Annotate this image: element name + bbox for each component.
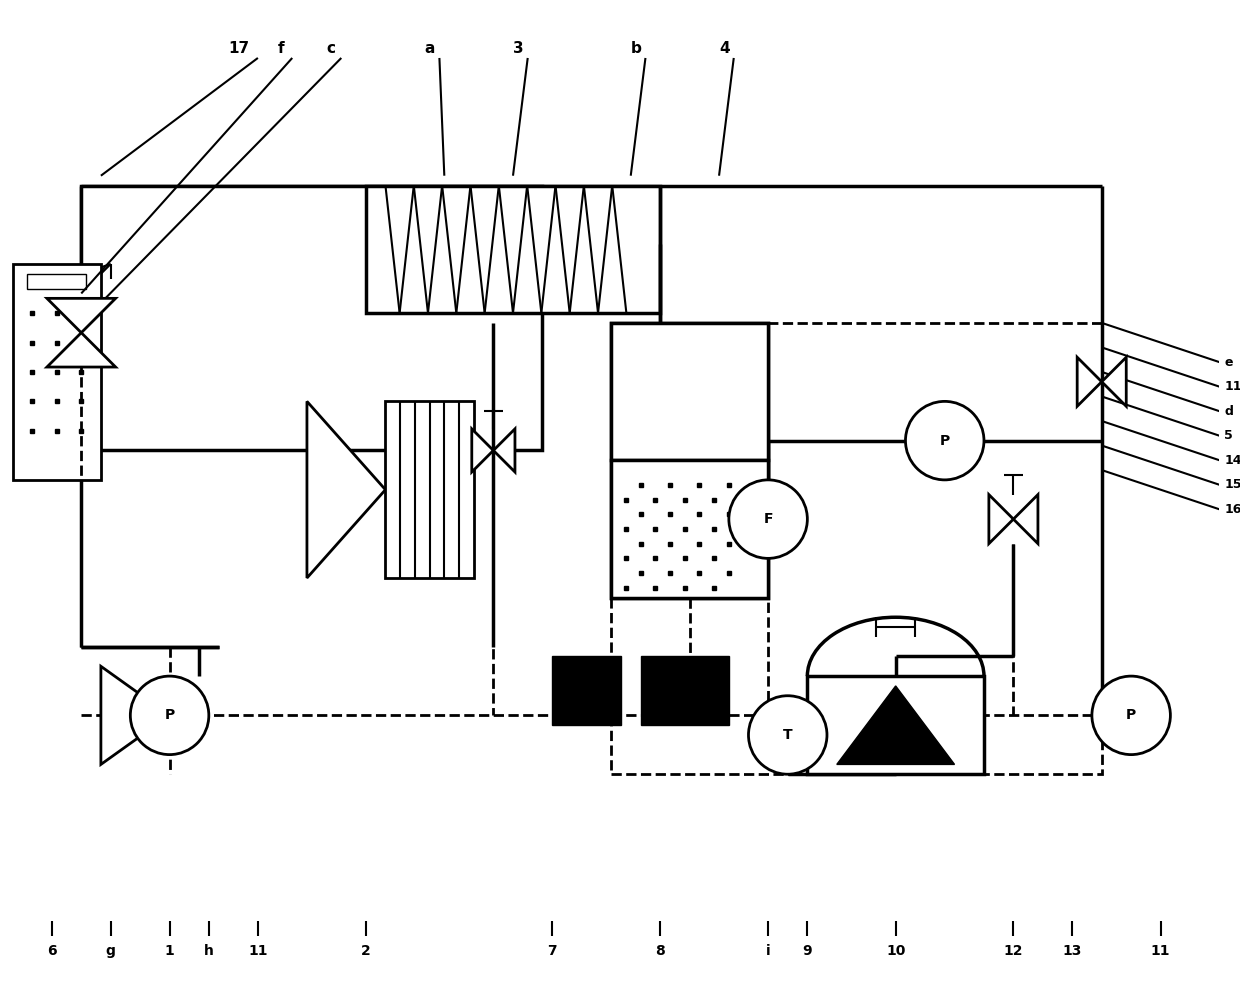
Text: 11: 11 xyxy=(1224,381,1240,394)
Bar xyxy=(386,402,474,578)
Text: a: a xyxy=(424,41,435,56)
Text: 9: 9 xyxy=(802,944,812,958)
Text: P: P xyxy=(165,708,175,722)
Text: 17: 17 xyxy=(228,41,249,56)
Text: 11: 11 xyxy=(248,944,268,958)
Circle shape xyxy=(130,676,208,754)
Text: 6: 6 xyxy=(47,944,57,958)
Text: 1: 1 xyxy=(165,944,175,958)
Text: g: g xyxy=(105,944,115,958)
Text: 4: 4 xyxy=(719,41,729,56)
Polygon shape xyxy=(837,686,955,764)
Bar xyxy=(611,323,1101,774)
Text: 10: 10 xyxy=(885,944,905,958)
Text: P: P xyxy=(1126,708,1136,722)
Text: 5: 5 xyxy=(1224,430,1233,443)
Text: 13: 13 xyxy=(1063,944,1083,958)
Text: 12: 12 xyxy=(1003,944,1023,958)
Circle shape xyxy=(729,480,807,558)
Text: 15: 15 xyxy=(1224,479,1240,492)
Bar xyxy=(611,323,768,461)
Bar xyxy=(641,656,729,725)
Polygon shape xyxy=(47,333,115,367)
Text: 2: 2 xyxy=(361,944,371,958)
Text: 8: 8 xyxy=(655,944,665,958)
Bar xyxy=(611,323,768,461)
Text: 14: 14 xyxy=(1224,454,1240,467)
Text: d: d xyxy=(1224,405,1234,418)
Text: i: i xyxy=(766,944,770,958)
Polygon shape xyxy=(100,666,170,764)
Polygon shape xyxy=(494,429,515,472)
Bar xyxy=(12,264,100,480)
Bar xyxy=(611,461,768,597)
Polygon shape xyxy=(1101,358,1126,407)
Polygon shape xyxy=(471,429,494,472)
Circle shape xyxy=(1092,676,1171,754)
Text: c: c xyxy=(326,41,336,56)
Polygon shape xyxy=(1013,495,1038,543)
Bar xyxy=(366,186,660,313)
Text: f: f xyxy=(278,41,284,56)
Circle shape xyxy=(749,695,827,774)
Text: 7: 7 xyxy=(547,944,557,958)
Bar xyxy=(552,656,621,725)
Bar xyxy=(82,186,542,451)
Text: 3: 3 xyxy=(513,41,523,56)
Circle shape xyxy=(905,402,985,480)
Text: F: F xyxy=(764,512,773,526)
Text: b: b xyxy=(631,41,641,56)
Text: 16: 16 xyxy=(1224,502,1240,515)
Text: h: h xyxy=(203,944,213,958)
Text: e: e xyxy=(1224,356,1233,369)
Bar xyxy=(807,676,985,774)
Polygon shape xyxy=(308,402,386,578)
Text: P: P xyxy=(940,434,950,448)
Polygon shape xyxy=(47,299,115,333)
Polygon shape xyxy=(988,495,1013,543)
Polygon shape xyxy=(1078,358,1101,407)
Text: 11: 11 xyxy=(1151,944,1171,958)
Bar xyxy=(611,323,768,597)
Bar xyxy=(27,274,86,289)
Text: T: T xyxy=(782,728,792,742)
